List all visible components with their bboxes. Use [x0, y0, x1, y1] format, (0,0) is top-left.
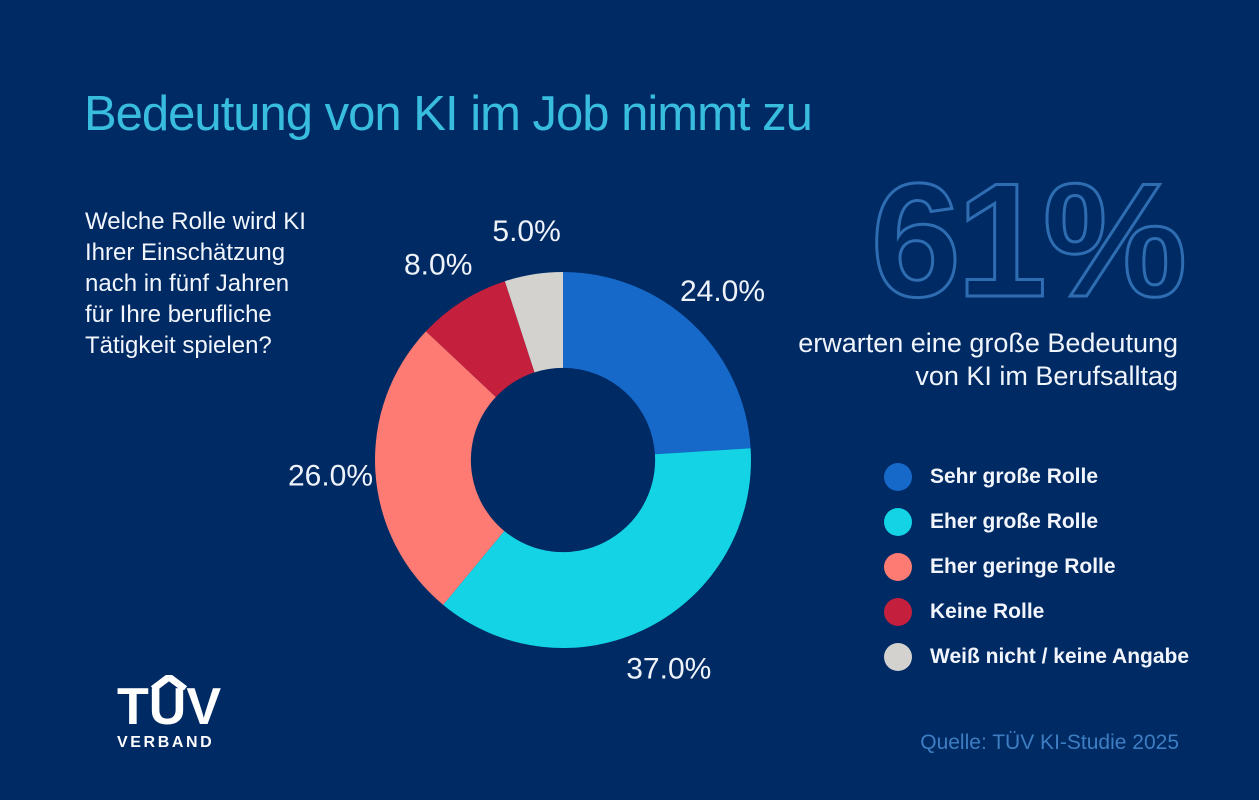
page-title: Bedeutung von KI im Job nimmt zu — [84, 87, 813, 141]
logo-subtext: VERBAND — [117, 734, 215, 751]
donut-value-labels: 24.0% 37.0% 26.0% 8.0% 5.0% — [288, 215, 765, 686]
chart-legend: Sehr große Rolle Eher große Rolle Eher ger… — [884, 463, 1189, 688]
question-line: nach in fünf Jahren — [85, 270, 290, 297]
donut-segment-4 — [504, 272, 563, 373]
donut-label-4: 5.0% — [492, 215, 560, 248]
donut-label-2: 26.0% — [288, 460, 373, 493]
question-line: Ihrer Einschätzung — [85, 239, 286, 266]
big-number-text: 61% — [871, 150, 1183, 328]
legend-label: Eher große Rolle — [930, 510, 1099, 533]
legend-item-2: Eher geringe Rolle — [884, 553, 1189, 581]
legend-dot-icon — [884, 553, 912, 581]
donut-segment-2 — [374, 331, 505, 605]
source-credit: Quelle: TÜV KI-Studie 2025 — [920, 731, 1179, 754]
donut-label-0: 24.0% — [680, 275, 765, 308]
question-text: Welche Rolle wird KI Ihrer Einschätzung … — [85, 206, 345, 361]
donut-label-3: 8.0% — [404, 248, 472, 281]
legend-label: Sehr große Rolle — [930, 465, 1099, 488]
legend-dot-icon — [884, 463, 912, 491]
roof-caret-icon — [150, 675, 188, 690]
question-line: Tätigkeit spielen? — [85, 332, 272, 359]
legend-item-1: Eher große Rolle — [884, 508, 1189, 536]
legend-dot-icon — [884, 643, 912, 671]
legend-label: Keine Rolle — [930, 600, 1045, 623]
donut-segment-1 — [443, 448, 752, 649]
caption-line: von KI im Berufsalltag — [915, 361, 1178, 391]
donut-segments — [374, 272, 752, 649]
donut-segment-0 — [563, 272, 751, 455]
caption-line: erwarten eine große Bedeutung — [798, 328, 1178, 358]
big-number-61: 61% — [869, 149, 1188, 329]
big-number-caption: erwarten eine große Bedeutung von KI im … — [798, 327, 1178, 393]
donut-chart: 24.0% 37.0% 26.0% 8.0% 5.0% — [288, 215, 765, 686]
question-line: Welche Rolle wird KI — [85, 208, 306, 235]
donut-segment-3 — [425, 281, 535, 397]
legend-label: Eher geringe Rolle — [930, 555, 1116, 578]
logo-text: TUV — [117, 678, 221, 736]
legend-item-4: Weiß nicht / keine Angabe — [884, 643, 1189, 671]
legend-dot-icon — [884, 598, 912, 626]
legend-item-3: Keine Rolle — [884, 598, 1189, 626]
tuv-verband-logo: TUV VERBAND — [117, 675, 237, 752]
question-line: für Ihre berufliche — [85, 301, 272, 328]
legend-item-0: Sehr große Rolle — [884, 463, 1189, 491]
legend-dot-icon — [884, 508, 912, 536]
donut-label-1: 37.0% — [626, 653, 711, 686]
legend-label: Weiß nicht / keine Angabe — [930, 645, 1190, 668]
